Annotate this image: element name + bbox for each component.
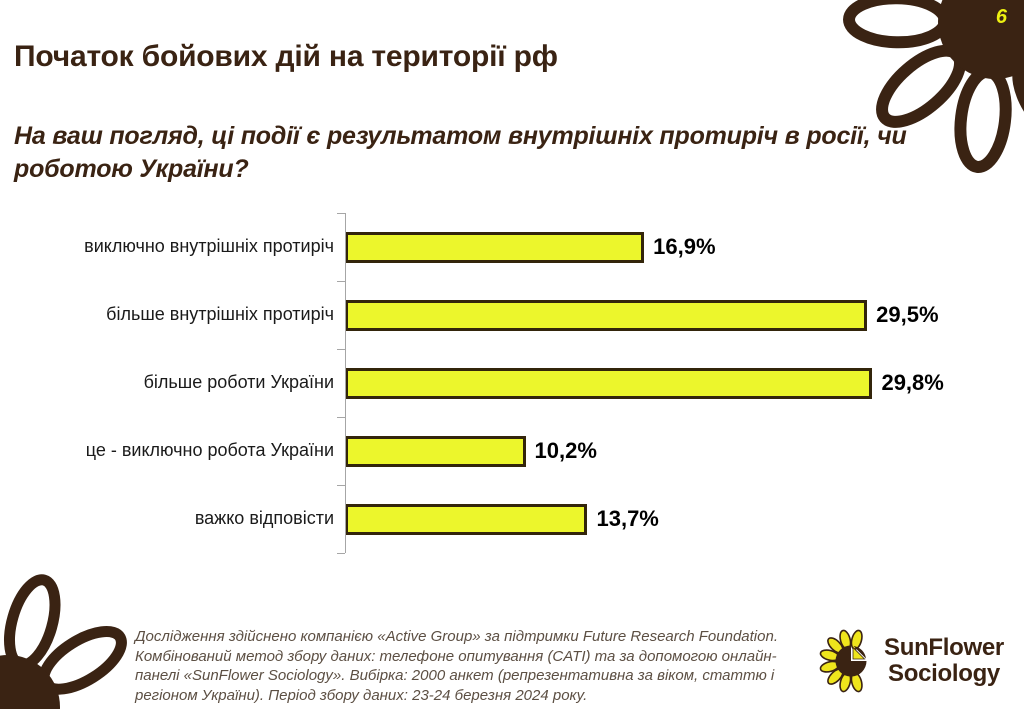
chart-row: більше роботи України 29,8%: [0, 349, 1010, 417]
category-label: важко відповісти: [194, 508, 334, 529]
sunflower-icon: [819, 629, 867, 693]
survey-question: На ваш погляд, ці події є результатом вн…: [14, 122, 907, 183]
axis-tick: [337, 553, 345, 554]
value-label: 10,2%: [534, 438, 597, 463]
axis-tick: [337, 281, 345, 282]
category-label: виключно внутрішніх протиріч: [84, 236, 334, 257]
chart-row: це - виключно робота України 10,2%: [0, 417, 1010, 485]
bar-zone: 13,7%: [345, 503, 1010, 535]
value-label: 13,7%: [596, 506, 659, 531]
bar: [345, 299, 868, 331]
methodology-line: Дослідження здійснено компанією «Active …: [135, 628, 778, 645]
axis-tick: [337, 349, 345, 350]
chart-row: більше внутрішніх протиріч 29,5%: [0, 281, 1010, 349]
bar: [345, 503, 588, 535]
bar-chart: виключно внутрішніх протиріч 16,9% більше …: [0, 213, 1010, 553]
category-label: це - виключно робота України: [85, 440, 334, 461]
sunflower-sociology-logo: SunFlower Sociology: [818, 628, 1004, 694]
flower-decoration-top-right: [843, 0, 1024, 173]
chart-value-axis: [337, 213, 346, 554]
chart-row: важко відповісти 13,7%: [0, 485, 1010, 553]
logo-line-2: Sociology: [888, 660, 1000, 687]
bar: [345, 367, 873, 399]
bar-zone: 29,5%: [345, 299, 1010, 331]
logo-line-1: SunFlower: [884, 634, 1004, 661]
methodology-line: регіоном України). Період збору даних: 2…: [135, 686, 588, 704]
bar-zone: 16,9%: [345, 231, 1010, 263]
chart-row: виключно внутрішніх протиріч 16,9%: [0, 213, 1010, 281]
bar-zone: 29,8%: [345, 367, 1010, 399]
category-label: більше роботи України: [143, 372, 334, 393]
axis-line: [345, 213, 346, 553]
methodology-note: Дослідження здійснено компанією «Active …: [135, 627, 778, 705]
category-label: більше внутрішніх протиріч: [106, 304, 334, 325]
axis-tick: [337, 417, 345, 418]
methodology-line: панелі «SunFlower Sociology». Вибірка: 2…: [135, 667, 775, 684]
logo-wordmark: SunFlower Sociology: [884, 635, 1004, 687]
bar-zone: 10,2%: [345, 435, 1010, 467]
slide-title: Початок бойових дій на території рф: [14, 40, 558, 73]
bar: [345, 435, 526, 467]
value-label: 29,5%: [876, 302, 939, 327]
axis-tick: [337, 213, 345, 214]
axis-tick: [337, 485, 345, 486]
page-number: 6: [995, 6, 1007, 28]
methodology-line: Комбінований метод збору даних: телефоне…: [135, 647, 777, 665]
value-label: 29,8%: [881, 370, 944, 395]
bar: [345, 231, 645, 263]
value-label: 16,9%: [653, 234, 716, 259]
flower-decoration-bottom-left: [0, 574, 127, 709]
